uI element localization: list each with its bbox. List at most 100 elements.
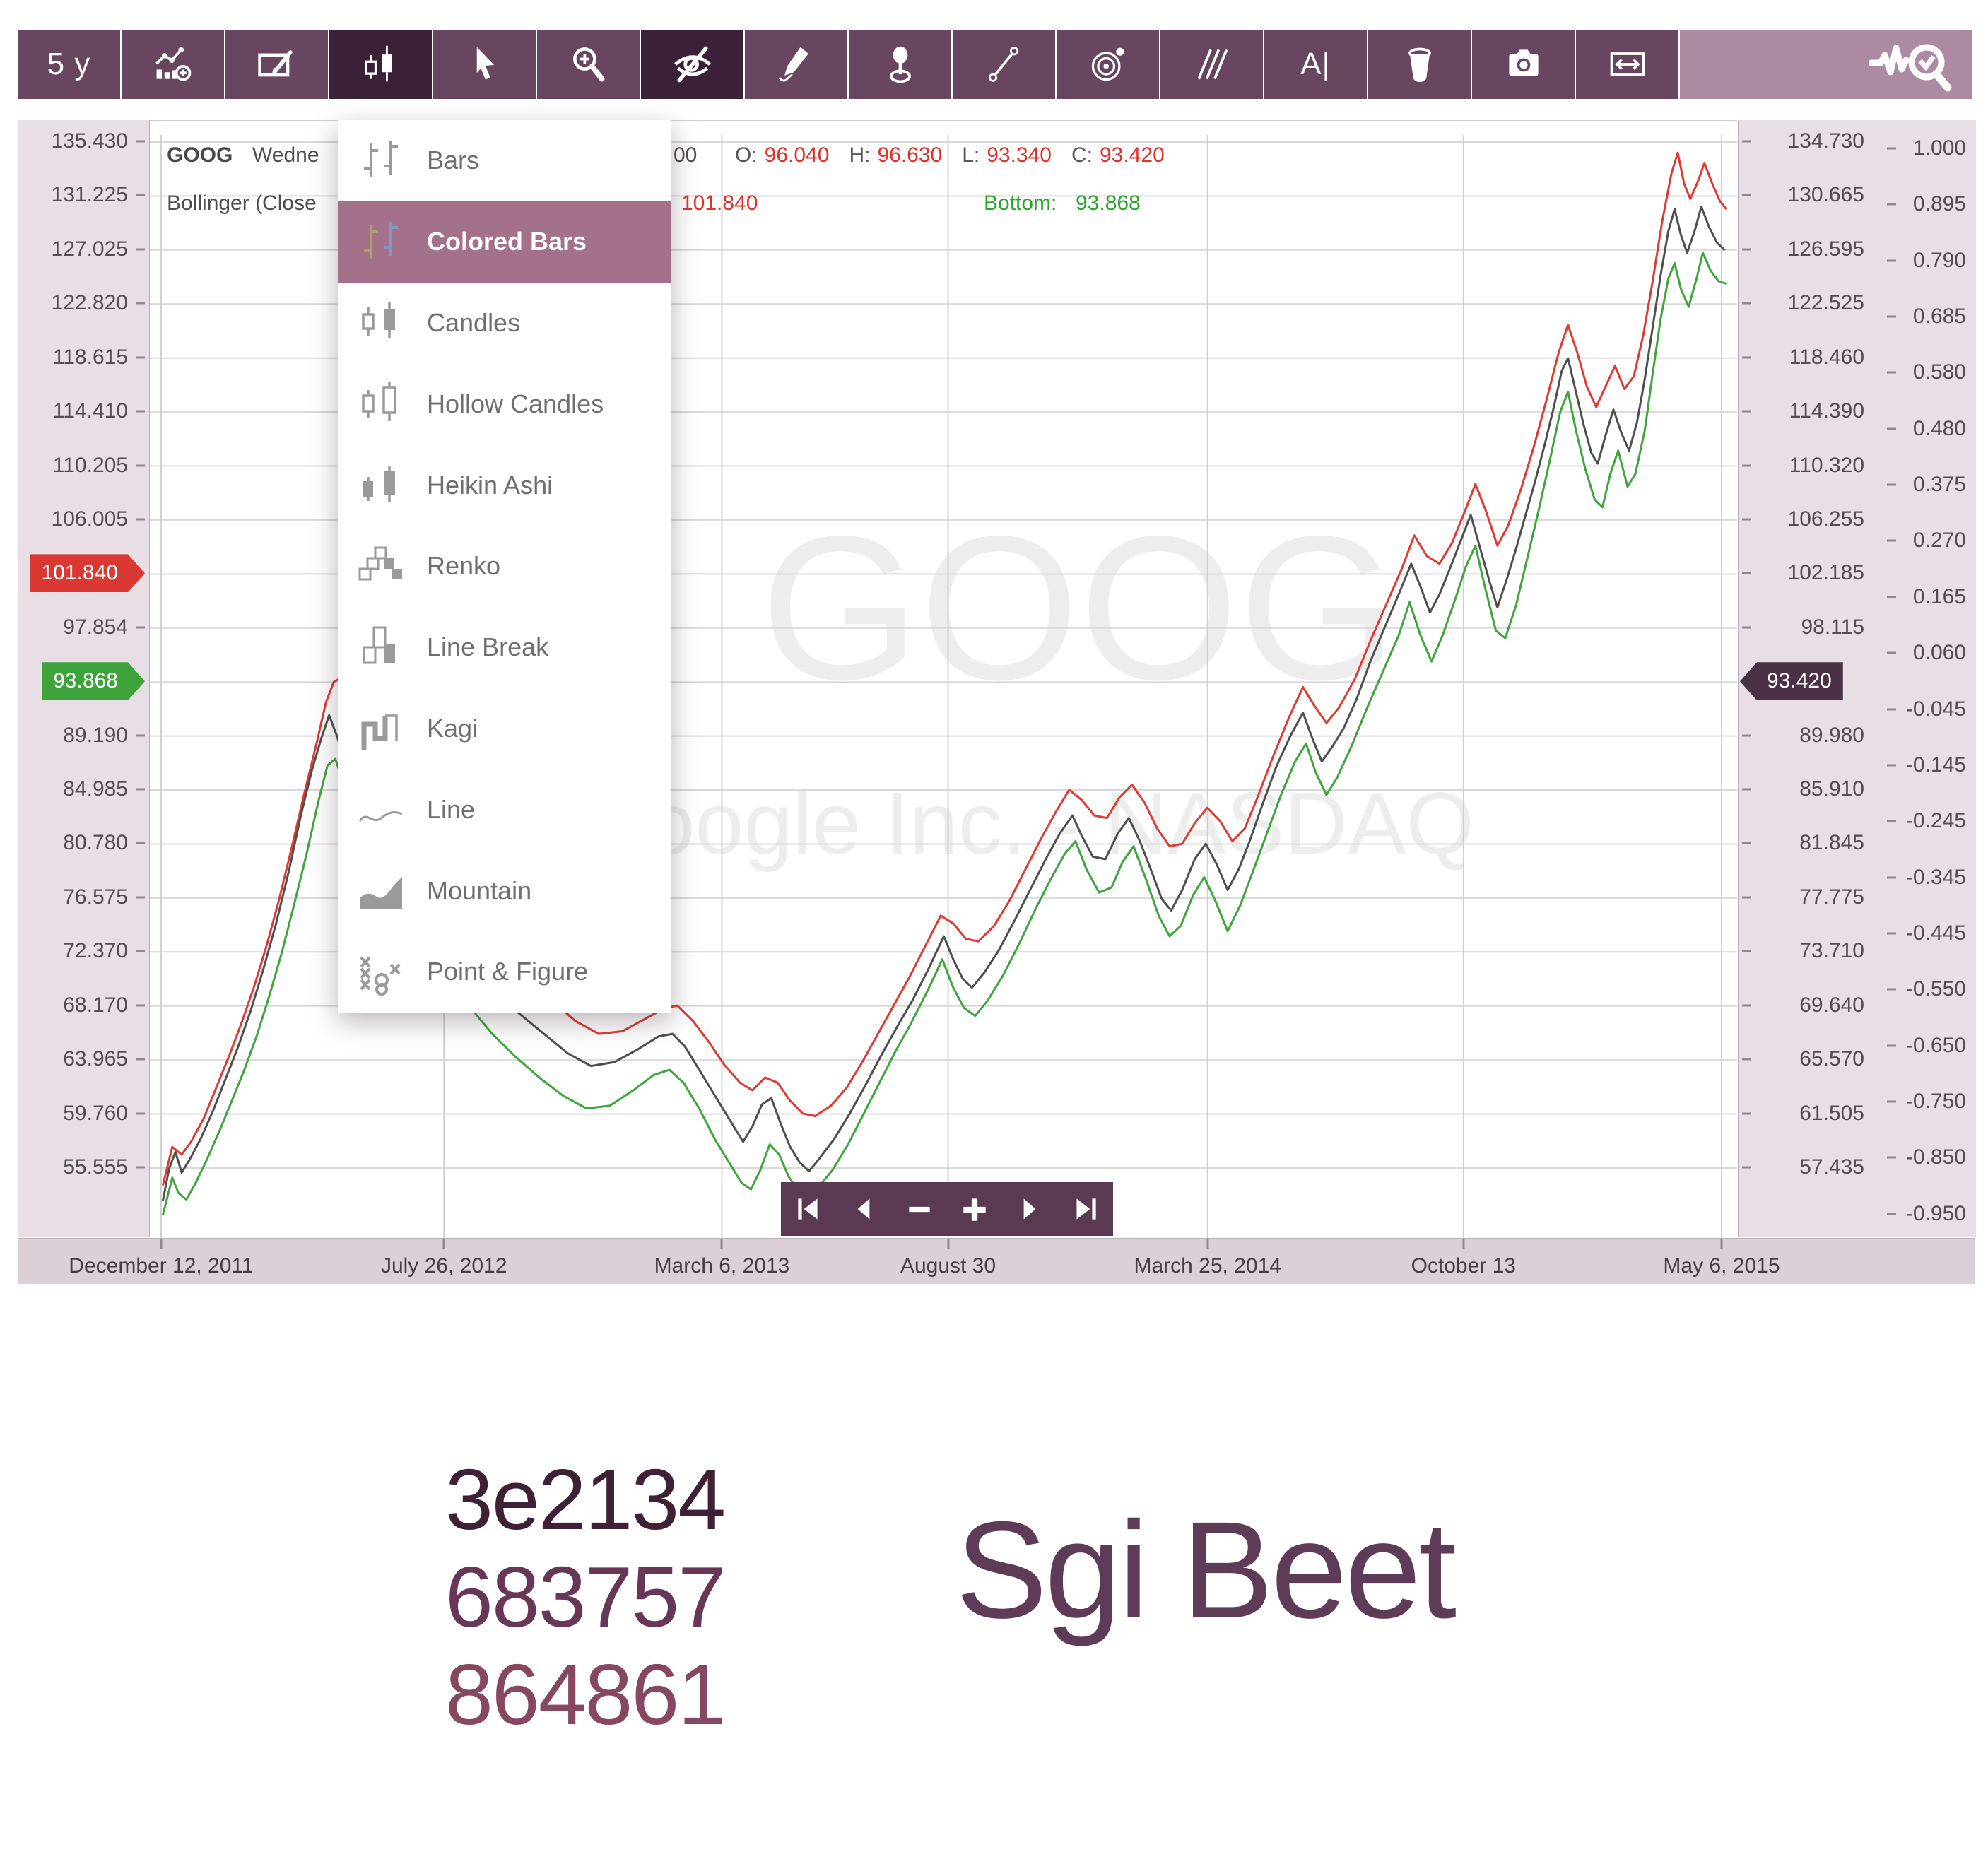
axis-tick [1742,626,1751,629]
y-axis-label: 69.640 [1799,993,1864,1017]
axis-tick [1887,708,1896,710]
range-5y-button[interactable]: 5 y [18,30,120,99]
menu-item-line[interactable]: Line [338,769,671,850]
menu-item-hollow-candles[interactable]: Hollow Candles [338,363,671,444]
x-axis-label: March 25, 2014 [1134,1254,1281,1278]
pointer-button[interactable] [433,30,536,99]
y-axis-label: 131.225 [51,183,128,207]
jump-end-button[interactable] [1063,1186,1108,1232]
pencil-button[interactable] [745,30,847,99]
pan-left-button[interactable] [841,1186,886,1232]
axis-tick [442,1239,445,1249]
study-name: Bollinger (Close [167,191,317,215]
candlestick-icon [360,43,402,85]
x-axis-label: March 6, 2013 [654,1254,790,1278]
ohlc-values: O: 96.040 H: 96.630 L: 93.340 C: 93.420 [735,143,1184,167]
axis-tick [1742,950,1751,952]
axis-tick [136,1058,145,1061]
menu-item-bars[interactable]: Bars [338,120,671,201]
range-select-button[interactable] [1576,30,1678,99]
toolbar: 5 y A| [18,30,1972,99]
ohlc-o: O: 96.040 [735,143,830,167]
axis-tick [1206,1239,1209,1249]
y-axis-label: 122.820 [51,291,128,315]
menu-item-kagi[interactable]: Kagi [338,688,671,769]
x-axis-label: July 26, 2012 [380,1254,507,1278]
draw-panel-button[interactable] [225,30,328,99]
candles-icon [353,295,408,350]
zoom-out-nav-icon [909,1206,930,1213]
point-figure-icon [353,944,408,999]
axis-tick [136,464,145,467]
text-annotation-button[interactable]: A| [1264,30,1367,99]
menu-item-label: Bars [427,146,480,175]
axis-tick [136,302,145,305]
axis-tick [1742,572,1751,574]
axis-tick [1887,876,1896,879]
visibility-button[interactable] [641,30,743,99]
axis-tick [720,1239,723,1249]
y-axis-label: 110.205 [52,453,128,477]
y-axis-label: 0.895 [1912,192,1966,216]
snapshot-button[interactable] [1472,30,1575,99]
drawing-board-icon [256,43,298,85]
menu-item-label: Line [427,794,476,824]
menu-item-candles[interactable]: Candles [338,283,671,364]
pin-button[interactable] [849,30,951,99]
zoom-in-button[interactable] [537,30,640,99]
y-axis-label: 97.854 [63,615,128,639]
chart-type-button[interactable] [329,30,432,99]
menu-item-colored-bars[interactable]: Colored Bars [338,201,671,283]
menu-item-renko[interactable]: Renko [338,526,671,607]
measure-button[interactable] [953,30,1055,99]
y-axis-label: 102.185 [1787,561,1864,585]
horizontal-range-icon [1606,43,1649,85]
y-axis-right-price: 134.730 130.665 126.595 122.525 118.460 114.3… [1738,120,1883,1237]
axis-tick [1462,1239,1465,1249]
zoom-out-button[interactable] [897,1186,942,1232]
axis-tick [136,626,145,629]
color-code-text: 864861 [445,1646,726,1742]
axis-tick [1742,194,1751,196]
menu-item-heikin-ashi[interactable]: Heikin Ashi [338,444,671,526]
jump-start-icon [798,1198,818,1220]
y-axis-label: 134.730 [1787,129,1864,153]
ohlc-c: C: 93.420 [1071,143,1165,167]
pan-right-button[interactable] [1007,1186,1052,1232]
jump-start-button[interactable] [786,1186,831,1232]
y-axis-label: 114.410 [52,399,128,423]
menu-item-label: Colored Bars [427,227,587,256]
y-axis-label: 72.370 [63,939,128,963]
axis-tick [136,356,145,359]
axis-tick [136,1166,145,1169]
axis-tick [136,788,145,791]
y-axis-label: 59.760 [63,1101,128,1125]
axis-tick [1742,896,1751,899]
y-axis-label: 118.460 [1789,345,1864,369]
menu-item-label: Heikin Ashi [427,470,553,500]
bollinger-top-axis-badge: 101.840 [30,554,145,592]
axis-tick [1887,820,1896,822]
chart-nav-controls [781,1182,1113,1236]
chart-header-line2: Bollinger (Close 101.840 Bottom: 93.868 [150,191,1737,220]
menu-item-mountain[interactable]: Mountain [338,850,671,931]
menu-item-line-break[interactable]: Line Break [338,607,671,688]
axis-tick [947,1239,949,1249]
y-axis-label: 122.525 [1787,291,1864,315]
y-axis-label: 114.390 [1789,399,1864,423]
y-axis-label: 106.255 [1787,507,1864,531]
menu-item-label: Point & Figure [427,957,589,986]
y-axis-label: -0.650 [1905,1033,1966,1057]
trend-lines-button[interactable] [1160,30,1263,99]
axis-tick [1887,483,1896,486]
y-axis-label: 0.685 [1912,305,1966,329]
target-button[interactable] [1057,30,1159,99]
compare-button[interactable] [122,30,224,99]
clear-button[interactable] [1368,30,1471,99]
menu-item-point-figure[interactable]: Point & Figure [338,931,671,1013]
axis-tick [136,950,145,952]
axis-tick [1742,518,1751,521]
pan-left-icon [858,1198,870,1220]
axis-tick [1887,1044,1896,1047]
zoom-in-nav-button[interactable] [952,1186,997,1232]
